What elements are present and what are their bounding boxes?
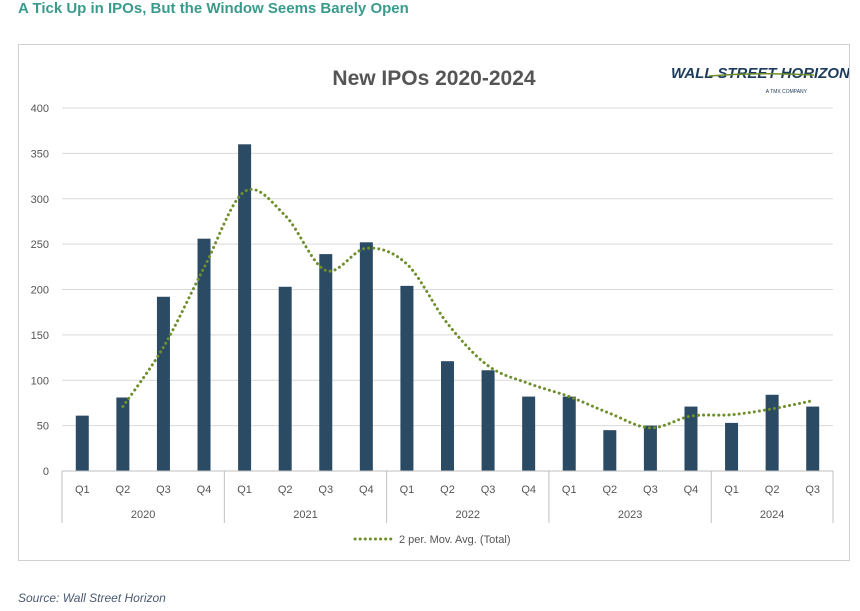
y-tick-label: 100 <box>31 375 49 387</box>
y-tick-label: 0 <box>43 466 49 478</box>
x-axis: Q1 Q2 Q3 Q4 Q1 Q2 Q3 Q4 Q1 Q2 Q3 Q4 Q1 Q2 Q3 Q4 Q1 Q2 Q3 20… <box>61 470 834 523</box>
bar <box>278 286 292 471</box>
bar <box>684 406 698 471</box>
x-tick-label: Q2 <box>602 484 617 496</box>
y-tick-label: 350 <box>31 148 49 160</box>
moving-average-line <box>121 187 815 430</box>
chart-container: New IPOs 2020-2024 WALL STREET HORIZON A… <box>18 44 850 561</box>
y-tick-label: 150 <box>31 330 49 342</box>
x-tick-label: Q2 <box>278 484 293 496</box>
year-group-label: 2023 <box>618 509 642 521</box>
x-tick-label: Q1 <box>562 484 577 496</box>
x-tick-label: Q4 <box>684 484 699 496</box>
bar <box>319 254 333 471</box>
year-group-label: 2024 <box>760 509 784 521</box>
year-group-label: 2021 <box>293 509 317 521</box>
source-note: Source: Wall Street Horizon <box>18 591 166 605</box>
legend: 2 per. Mov. Avg. (Total) <box>353 534 510 546</box>
bar <box>75 415 89 471</box>
ipo-chart: New IPOs 2020-2024 WALL STREET HORIZON A… <box>31 65 849 546</box>
x-tick-label: Q3 <box>805 484 820 496</box>
bar <box>400 285 414 471</box>
y-tick-label: 300 <box>31 194 49 206</box>
bar <box>481 370 495 471</box>
bar <box>522 396 536 471</box>
page-headline: A Tick Up in IPOs, But the Window Seems … <box>18 0 409 17</box>
x-tick-label: Q1 <box>75 484 90 496</box>
x-tick-label: Q2 <box>116 484 131 496</box>
bars <box>75 144 820 472</box>
x-tick-label: Q4 <box>197 484 212 496</box>
bar <box>603 430 617 471</box>
x-tick-label: Q4 <box>521 484 536 496</box>
chart-title: New IPOs 2020-2024 <box>332 67 535 90</box>
bar <box>156 296 170 471</box>
x-tick-label: Q3 <box>481 484 496 496</box>
bar <box>765 394 779 471</box>
y-tick-label: 250 <box>31 239 49 251</box>
bar <box>197 238 211 471</box>
x-tick-label: Q2 <box>440 484 455 496</box>
x-tick-label: Q1 <box>724 484 739 496</box>
logo-subtext: A TMX COMPANY <box>766 89 808 95</box>
y-tick-label: 200 <box>31 285 49 297</box>
x-tick-label: Q3 <box>643 484 658 496</box>
bar <box>562 396 576 471</box>
bar <box>441 361 454 471</box>
year-group-label: 2022 <box>456 509 480 521</box>
x-tick-label: Q1 <box>237 484 252 496</box>
x-tick-label: Q4 <box>359 484 374 496</box>
bar <box>116 397 130 471</box>
x-tick-label: Q3 <box>318 484 333 496</box>
y-axis: 0 50 100 150 200 250 300 350 400 <box>31 103 49 478</box>
bar <box>643 425 657 471</box>
bar <box>238 144 252 472</box>
legend-label: 2 per. Mov. Avg. (Total) <box>399 534 510 546</box>
company-logo: WALL STREET HORIZON A TMX COMPANY <box>671 65 849 95</box>
y-tick-label: 50 <box>37 421 49 433</box>
y-tick-label: 400 <box>31 103 49 115</box>
x-tick-label: Q2 <box>765 484 780 496</box>
bar <box>725 422 739 471</box>
moving-average <box>121 187 815 430</box>
x-tick-label: Q1 <box>400 484 415 496</box>
bar <box>806 406 820 471</box>
bar <box>359 242 373 471</box>
logo-swoosh-icon <box>708 72 815 77</box>
x-tick-label: Q3 <box>156 484 171 496</box>
year-group-label: 2020 <box>131 509 155 521</box>
